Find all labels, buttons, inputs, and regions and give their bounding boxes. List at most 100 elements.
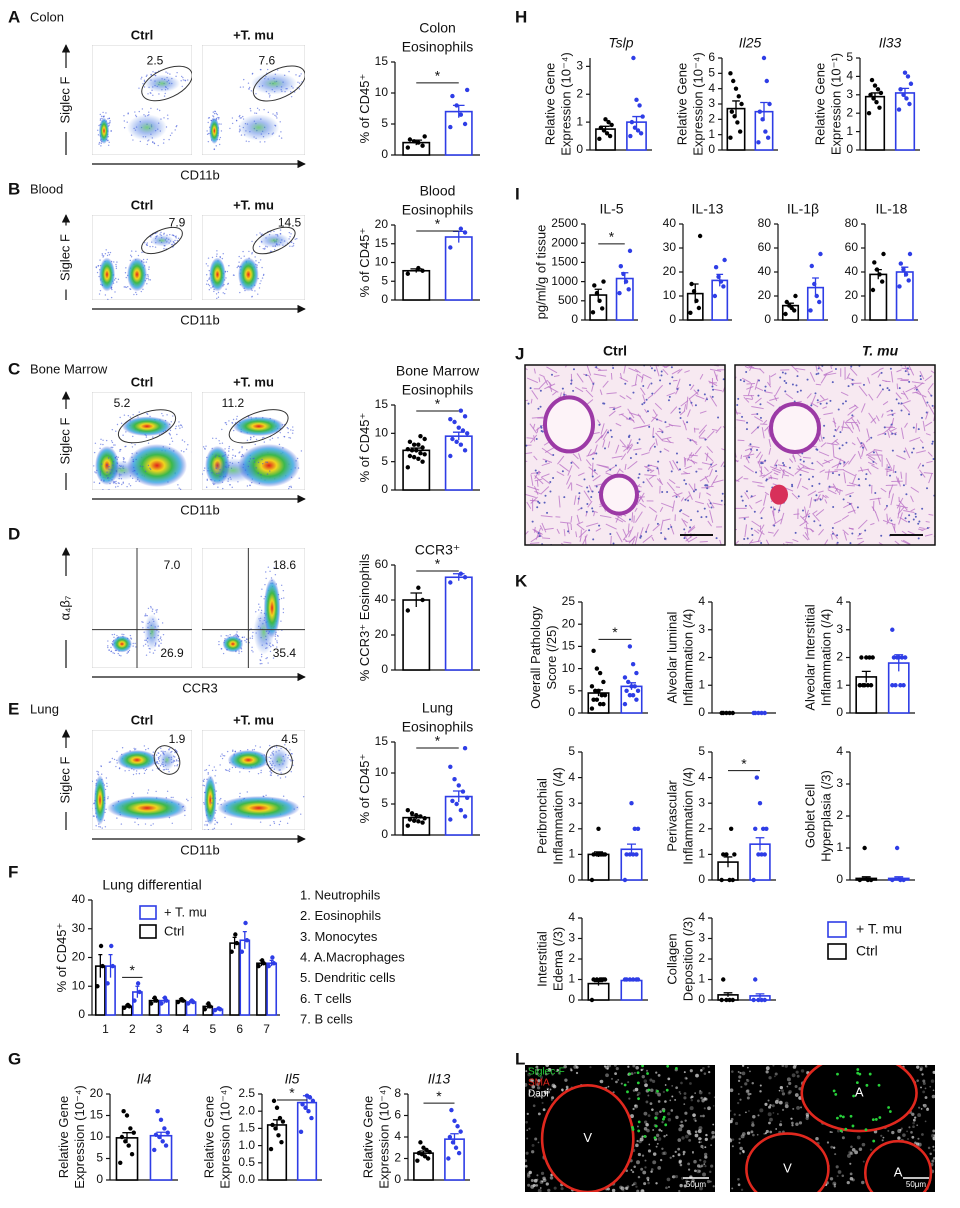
event-dot xyxy=(156,108,159,110)
image-title: T. mu xyxy=(862,343,899,359)
density xyxy=(268,747,290,773)
data-point xyxy=(762,997,767,1003)
data-point xyxy=(407,439,413,445)
event-dot xyxy=(99,259,101,261)
alveolar-wall xyxy=(754,397,762,404)
panel-letter: G xyxy=(8,1049,21,1068)
data-point xyxy=(448,764,453,769)
event-dot xyxy=(268,644,271,646)
event-dot xyxy=(108,649,110,651)
nucleus xyxy=(828,485,831,488)
nucleus xyxy=(650,382,653,385)
alveolar-wall xyxy=(699,475,709,482)
legend-label: Ctrl xyxy=(856,943,878,959)
density xyxy=(127,443,187,488)
data-point xyxy=(131,1130,136,1135)
data-point xyxy=(721,852,726,857)
event-dot xyxy=(106,785,108,788)
alveolar-wall xyxy=(575,531,578,538)
alveolar-wall xyxy=(833,519,842,525)
event-dot xyxy=(120,448,122,451)
event-dot xyxy=(115,455,118,458)
dapi-nucleus xyxy=(528,1093,530,1095)
nucleus xyxy=(903,450,906,453)
nucleus xyxy=(529,387,532,390)
event-dot xyxy=(130,250,133,252)
event-dot xyxy=(145,436,148,438)
event-dot xyxy=(218,143,221,146)
event-dot xyxy=(174,239,176,242)
nucleus xyxy=(806,378,809,381)
flow-plot xyxy=(202,45,305,155)
nucleus xyxy=(683,528,686,531)
event-dot xyxy=(211,834,212,835)
event-dot xyxy=(249,484,251,486)
data-point xyxy=(450,798,455,804)
alveolar-wall xyxy=(713,370,719,382)
event-dot xyxy=(256,107,259,110)
event-dot xyxy=(123,120,126,122)
alveolar-wall xyxy=(680,497,685,502)
alveolar-wall xyxy=(902,539,911,545)
dapi-nucleus xyxy=(682,1153,685,1156)
alveolar-wall xyxy=(625,395,632,400)
data-point xyxy=(730,877,735,883)
dapi-nucleus xyxy=(665,1186,668,1190)
event-dot xyxy=(257,772,260,775)
data-point xyxy=(599,306,605,311)
event-dot xyxy=(279,431,281,434)
dapi-nucleus xyxy=(698,1141,701,1144)
event-dot xyxy=(122,458,125,461)
event-dot xyxy=(132,642,134,645)
chart-title: IL-5 xyxy=(599,201,623,217)
nucleus xyxy=(857,478,860,481)
siglec-cell xyxy=(664,1123,668,1127)
dapi-nucleus xyxy=(854,1150,859,1155)
event-dot xyxy=(150,605,152,608)
alveolar-wall xyxy=(765,539,770,545)
data-point xyxy=(753,710,758,716)
nucleus xyxy=(602,402,605,405)
event-dot xyxy=(304,84,305,86)
y-tick-label: 5 xyxy=(568,744,575,758)
alveolar-wall xyxy=(642,374,652,380)
nucleus xyxy=(670,526,673,529)
significance-label: * xyxy=(130,962,136,978)
alveolar-wall xyxy=(841,420,845,432)
event-dot xyxy=(261,277,264,279)
event-dot xyxy=(223,755,226,757)
dapi-nucleus xyxy=(636,1160,640,1165)
alveolar-wall xyxy=(773,466,778,470)
alveolar-wall xyxy=(818,451,830,457)
event-dot xyxy=(272,657,275,659)
event-dot xyxy=(143,86,146,88)
data-point xyxy=(868,877,874,883)
alveolar-wall xyxy=(581,534,588,545)
alveolar-wall xyxy=(748,504,753,510)
alveolar-wall xyxy=(598,464,610,469)
event-dot xyxy=(182,79,185,81)
alveolar-wall xyxy=(897,506,901,519)
event-dot xyxy=(280,137,283,139)
density xyxy=(159,750,175,770)
y-tick-label: 4 xyxy=(836,744,843,758)
nucleus xyxy=(525,444,528,447)
event-dot xyxy=(92,780,94,783)
dapi-nucleus xyxy=(546,1087,550,1091)
alveolar-wall xyxy=(870,522,875,526)
nucleus xyxy=(592,382,595,385)
event-dot xyxy=(176,765,178,767)
y-tick-label: 0 xyxy=(698,705,705,719)
event-dot xyxy=(220,648,223,650)
data-point xyxy=(599,852,604,857)
event-dot xyxy=(286,426,289,429)
dapi-nucleus xyxy=(643,1111,648,1116)
y-tick-label: 5 xyxy=(568,683,575,697)
event-dot xyxy=(170,437,173,439)
data-point xyxy=(416,819,421,824)
event-dot xyxy=(280,584,283,586)
dapi-nucleus xyxy=(637,1091,641,1096)
dapi-nucleus xyxy=(551,1096,555,1100)
data-point xyxy=(630,693,636,698)
alveolar-wall xyxy=(845,422,854,434)
